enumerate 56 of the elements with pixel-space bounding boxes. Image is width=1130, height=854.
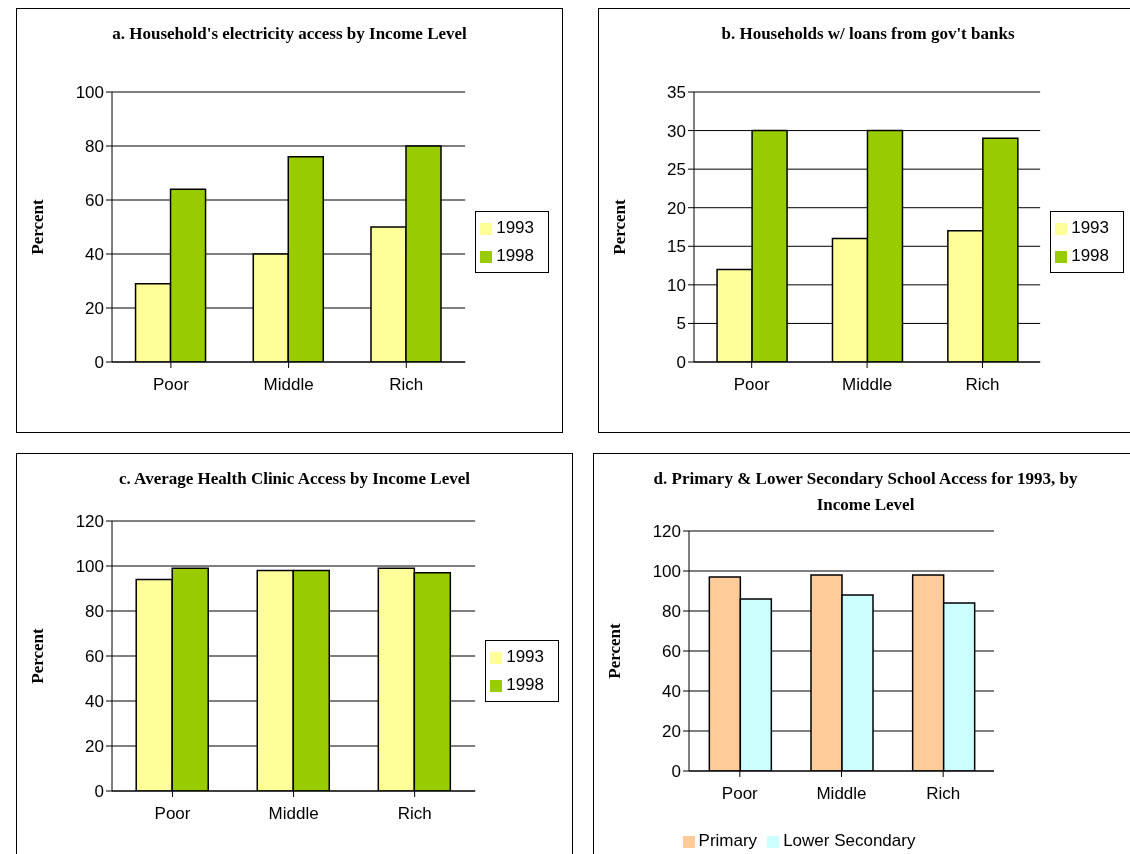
y-tick-label: 0: [676, 353, 686, 373]
x-tick-label: Poor: [733, 375, 770, 395]
y-tick-label: 80: [85, 137, 104, 157]
x-tick-label: Rich: [397, 804, 432, 824]
y-axis-title: Percent: [605, 622, 625, 679]
x-tick-label: Rich: [965, 375, 1000, 395]
y-tick-label: 15: [667, 237, 686, 257]
y-tick-label: 100: [75, 557, 104, 577]
y-tick-label: 40: [662, 682, 681, 702]
y-tick-label: 0: [671, 762, 681, 782]
y-tick-label: 25: [667, 160, 686, 180]
y-tick-label: 100: [652, 562, 681, 582]
legend-label: 1998: [496, 246, 534, 265]
y-tick-label: 20: [85, 737, 104, 757]
legend-label: Primary: [698, 831, 758, 850]
y-tick-label: 80: [662, 602, 681, 622]
chart-title: c. Average Health Clinic Access by Income Level: [118, 468, 471, 490]
y-tick-label: 35: [667, 83, 686, 103]
x-tick-label: Middle: [263, 375, 314, 395]
legend-label: 1998: [506, 675, 544, 694]
y-tick-label: 80: [85, 602, 104, 622]
y-tick-label: 60: [662, 642, 681, 662]
y-tick-label: 40: [85, 692, 104, 712]
y-tick-label: 20: [667, 198, 686, 218]
y-tick-label: 30: [667, 121, 686, 141]
chart-title: b. Households w/ loans from gov't banks: [720, 23, 1016, 45]
x-tick-label: Middle: [842, 375, 893, 395]
x-tick-label: Poor: [154, 804, 191, 824]
y-tick-label: 10: [667, 275, 686, 295]
y-tick-label: 40: [85, 245, 104, 265]
y-tick-label: 20: [85, 299, 104, 319]
y-tick-label: 20: [662, 722, 681, 742]
x-tick-label: Poor: [721, 784, 759, 804]
legend-label: 1998: [1071, 246, 1109, 265]
legend-label: 1993: [506, 647, 544, 666]
y-tick-label: 60: [85, 191, 104, 211]
y-axis-title: Percent: [28, 198, 48, 255]
y-tick-label: 120: [75, 512, 104, 532]
y-tick-label: 100: [75, 83, 104, 103]
x-tick-label: Rich: [389, 375, 424, 395]
chart-title: d. Primary & Lower Secondary School Access for 1993, by Income Level: [652, 468, 1079, 516]
x-tick-label: Rich: [926, 784, 961, 804]
x-tick-label: Poor: [152, 375, 190, 395]
legend-label: 1993: [1071, 218, 1109, 237]
y-tick-label: 5: [676, 314, 686, 334]
y-axis-title: Percent: [28, 627, 48, 684]
y-tick-label: 0: [94, 782, 104, 802]
y-tick-label: 60: [85, 647, 104, 667]
y-axis-title: Percent: [610, 198, 630, 255]
legend-label: 1993: [496, 218, 534, 237]
y-tick-label: 120: [652, 522, 681, 542]
x-tick-label: Middle: [816, 784, 867, 804]
legend-label: Lower Secondary: [783, 831, 916, 850]
chart-title: a. Household's electricity access by Income Level: [111, 23, 468, 45]
x-tick-label: Middle: [268, 804, 319, 824]
y-tick-label: 0: [94, 353, 104, 373]
